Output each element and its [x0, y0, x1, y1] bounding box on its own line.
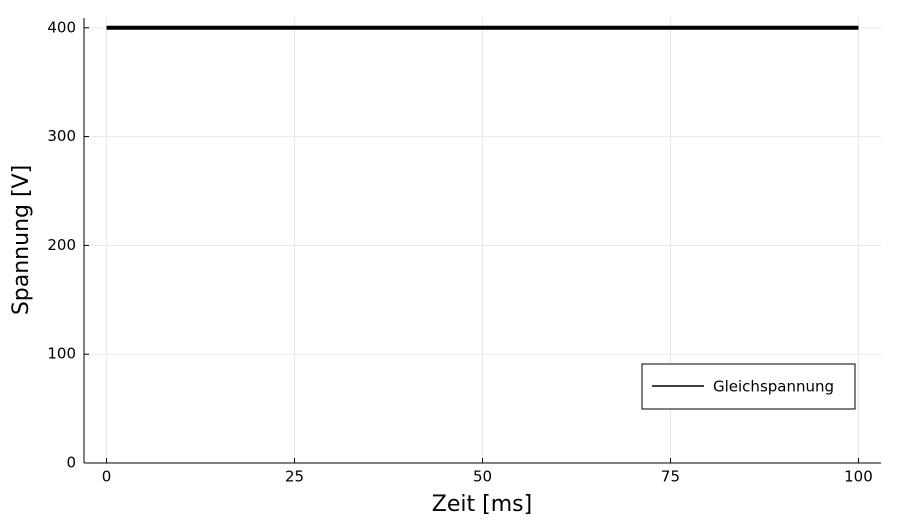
y-tick-label: 200	[47, 236, 76, 254]
y-tick-label: 400	[47, 18, 76, 36]
y-tick-label: 0	[66, 454, 76, 472]
x-tick-label: 0	[102, 468, 112, 486]
y-tick-label: 300	[47, 127, 76, 145]
x-axis-title: Zeit [ms]	[432, 492, 532, 517]
x-tick-label: 75	[661, 468, 680, 486]
x-tick-label: 25	[285, 468, 304, 486]
legend-label: Gleichspannung	[713, 378, 834, 396]
x-tick-label: 50	[473, 468, 492, 486]
y-axis-title: Spannung [V]	[9, 165, 34, 315]
y-tick-label: 100	[47, 345, 76, 363]
x-tick-label: 100	[844, 468, 873, 486]
